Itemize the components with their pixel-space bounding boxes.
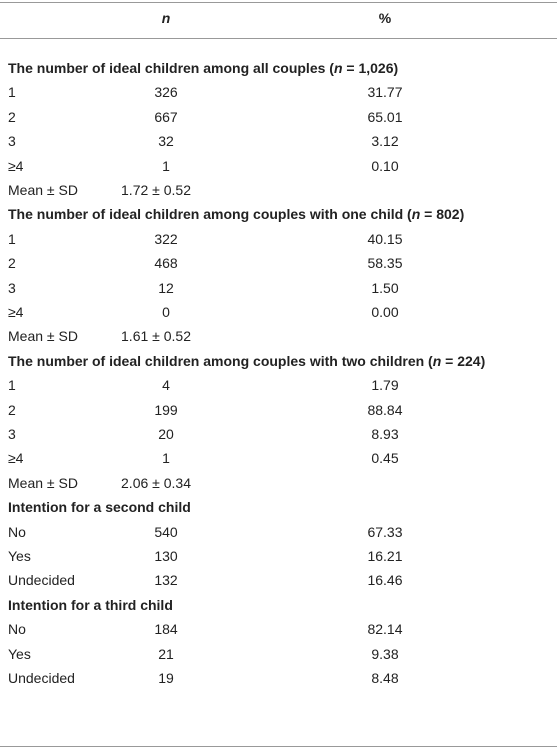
top-rule <box>0 2 557 3</box>
title-part: Intention for a third child <box>8 596 173 613</box>
n-cell: 132 <box>154 572 178 589</box>
n-cell: 21 <box>158 645 174 662</box>
pct-cell: 16.21 <box>367 548 403 564</box>
pct-cell: 82.14 <box>367 621 403 638</box>
n-cell: 130 <box>154 548 178 564</box>
mean-sd-cell: 1.61 ± 0.52 <box>121 328 191 345</box>
row-label: 2 <box>8 108 16 125</box>
n-cell: 19 <box>158 670 174 686</box>
n-cell: 199 <box>154 401 178 418</box>
title-part: The number of ideal children among all c… <box>8 60 334 76</box>
header-n: n <box>161 10 171 26</box>
n-cell: 667 <box>154 108 178 125</box>
title-part: = 1,026) <box>342 60 399 76</box>
header-pct: % <box>378 10 392 26</box>
title-part: Intention for a second child <box>8 499 191 516</box>
n-cell: 1 <box>162 157 170 174</box>
pct-cell: 67.33 <box>367 523 403 540</box>
title-part: The number of ideal children among coupl… <box>8 352 433 369</box>
title-part: The number of ideal children among coupl… <box>8 206 412 223</box>
title-part: n <box>333 60 343 76</box>
pct-cell: 16.46 <box>367 572 403 589</box>
row-label: Undecided <box>8 572 75 589</box>
row-label: No <box>8 621 26 638</box>
row-label: 1 <box>8 377 16 394</box>
section-title: Intention for a third child <box>8 593 173 617</box>
pct-cell: 3.12 <box>371 133 399 150</box>
n-cell: 540 <box>154 523 178 540</box>
n-cell: 4 <box>162 377 170 394</box>
title-part: n <box>432 352 442 369</box>
section-title: The number of ideal children among coupl… <box>8 202 464 226</box>
row-label: Mean ± SD <box>8 328 78 345</box>
row-label: ≥4 <box>8 450 24 467</box>
pct-cell: 40.15 <box>367 230 403 247</box>
row-label: No <box>8 523 26 540</box>
pct-cell: 1.50 <box>371 279 399 296</box>
title-part: = 224) <box>441 352 486 369</box>
pct-cell: 0.10 <box>371 157 399 174</box>
n-cell: 0 <box>162 304 170 320</box>
pct-cell: 9.38 <box>371 645 399 662</box>
title-part: n <box>411 206 421 223</box>
bottom-rule <box>0 746 557 747</box>
row-label: 3 <box>8 279 16 296</box>
n-cell: 32 <box>158 133 174 150</box>
row-label: ≥4 <box>8 157 24 174</box>
row-label: Mean ± SD <box>8 182 78 198</box>
row-label: 1 <box>8 230 16 247</box>
pct-cell: 31.77 <box>367 84 403 101</box>
n-cell: 468 <box>154 255 178 272</box>
mean-sd-cell: 1.72 ± 0.52 <box>121 182 191 198</box>
row-label: ≥4 <box>8 304 24 320</box>
pct-cell: 0.45 <box>371 450 399 467</box>
n-cell: 326 <box>154 84 178 101</box>
row-label: 2 <box>8 401 16 418</box>
title-part: = 802) <box>420 206 465 223</box>
pct-cell: 0.00 <box>371 304 399 320</box>
row-label: 3 <box>8 133 16 150</box>
pct-cell: 88.84 <box>367 401 403 418</box>
row-label: Undecided <box>8 670 75 686</box>
row-label: Yes <box>8 645 31 662</box>
row-label: Yes <box>8 548 31 564</box>
section-title: Intention for a second child <box>8 495 191 519</box>
row-label: 2 <box>8 255 16 272</box>
mean-sd-cell: 2.06 ± 0.34 <box>121 474 191 491</box>
pct-cell: 8.48 <box>371 670 399 686</box>
pct-cell: 58.35 <box>367 255 403 272</box>
header-rule <box>0 38 557 39</box>
row-label: Mean ± SD <box>8 474 78 491</box>
row-label: 3 <box>8 426 16 442</box>
n-cell: 20 <box>158 426 174 442</box>
pct-cell: 65.01 <box>367 108 403 125</box>
section-title: The number of ideal children among coupl… <box>8 349 485 373</box>
n-cell: 322 <box>154 230 178 247</box>
row-label: 1 <box>8 84 16 101</box>
n-cell: 12 <box>158 279 174 296</box>
pct-cell: 8.93 <box>371 426 399 442</box>
n-cell: 184 <box>154 621 178 638</box>
section-title: The number of ideal children among all c… <box>8 56 398 80</box>
pct-cell: 1.79 <box>371 377 399 394</box>
n-cell: 1 <box>162 450 170 467</box>
